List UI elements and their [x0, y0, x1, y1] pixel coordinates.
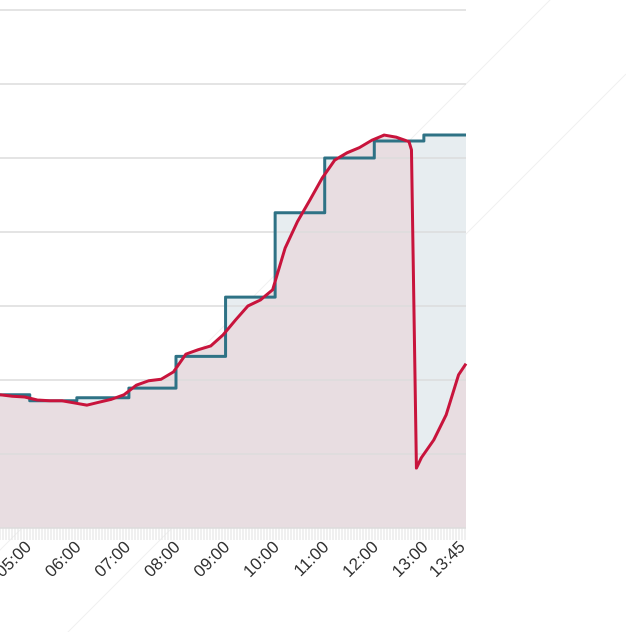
x-tick-label: 13:45: [425, 537, 469, 581]
x-tick-label: 12:00: [339, 537, 383, 581]
x-tick-label: 07:00: [91, 537, 135, 581]
x-tick-label: 09:00: [190, 537, 234, 581]
x-tick-label: 13:00: [388, 537, 432, 581]
x-tick-label: 11:00: [290, 537, 333, 580]
x-tick-label: 06:00: [41, 537, 85, 581]
x-tick-label: 05:00: [0, 537, 35, 581]
series-area: [0, 135, 466, 528]
x-tick-label: 08:00: [140, 537, 184, 581]
x-tick-label: 10:00: [239, 537, 283, 581]
series-line: [0, 133, 468, 470]
series-line: [0, 133, 466, 403]
